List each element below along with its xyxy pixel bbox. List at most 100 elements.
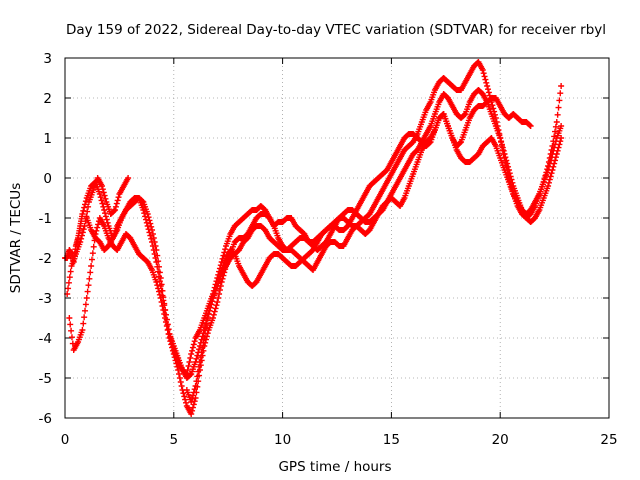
y-tick-label: -1 bbox=[39, 211, 52, 227]
data-point bbox=[143, 219, 150, 226]
data-point bbox=[186, 359, 193, 365]
data-point bbox=[82, 218, 89, 225]
y-tick-label: -4 bbox=[39, 331, 52, 347]
data-point bbox=[188, 399, 195, 405]
data-point bbox=[479, 67, 486, 73]
data-point bbox=[204, 315, 211, 322]
data-point bbox=[461, 111, 468, 118]
data-point bbox=[68, 334, 75, 341]
data-point bbox=[85, 203, 92, 210]
data-point bbox=[154, 282, 161, 289]
data-point bbox=[497, 135, 504, 141]
data-point bbox=[216, 276, 223, 283]
data-point bbox=[504, 160, 511, 167]
data-point bbox=[89, 250, 96, 257]
data-point bbox=[144, 223, 151, 229]
data-point bbox=[214, 299, 221, 305]
data-point bbox=[102, 210, 109, 217]
data-point bbox=[187, 371, 194, 378]
data-point bbox=[147, 232, 154, 239]
data-point bbox=[181, 393, 188, 400]
data-point bbox=[485, 86, 492, 93]
data-point bbox=[189, 395, 196, 402]
data-point bbox=[549, 151, 556, 157]
data-point bbox=[552, 141, 559, 148]
data-point bbox=[554, 111, 561, 118]
data-point bbox=[81, 314, 88, 321]
data-point bbox=[176, 371, 183, 377]
data-point bbox=[162, 311, 169, 318]
data-point bbox=[498, 138, 505, 145]
data-point bbox=[558, 83, 565, 89]
data-point bbox=[88, 256, 95, 263]
data-point bbox=[84, 208, 91, 215]
data-point bbox=[545, 179, 552, 186]
data-point bbox=[489, 102, 496, 109]
data-point bbox=[505, 163, 512, 170]
data-point bbox=[98, 183, 105, 189]
data-point bbox=[188, 351, 195, 357]
data-point bbox=[192, 383, 199, 389]
data-point bbox=[189, 407, 196, 414]
data-point bbox=[86, 275, 93, 282]
data-point bbox=[498, 141, 505, 148]
data-point bbox=[558, 123, 565, 129]
data-point bbox=[545, 163, 552, 170]
axis-ticks bbox=[64, 57, 610, 419]
data-point bbox=[168, 337, 175, 344]
data-point bbox=[202, 330, 209, 337]
data-point bbox=[178, 383, 185, 389]
data-point bbox=[83, 213, 90, 220]
data-point bbox=[79, 229, 86, 236]
data-point bbox=[205, 311, 212, 317]
data-point bbox=[162, 307, 169, 313]
data-point bbox=[149, 239, 156, 245]
y-tick-label: 2 bbox=[43, 91, 52, 107]
data-point bbox=[187, 355, 194, 361]
data-point bbox=[113, 200, 120, 207]
data-point bbox=[196, 359, 203, 365]
data-point bbox=[547, 173, 554, 180]
data-point bbox=[203, 325, 210, 332]
data-point bbox=[214, 283, 221, 289]
data-point bbox=[67, 268, 74, 275]
data-point bbox=[217, 270, 224, 277]
data-series bbox=[62, 59, 565, 417]
data-point bbox=[185, 363, 192, 369]
data-point bbox=[545, 183, 552, 189]
data-point bbox=[197, 354, 204, 361]
data-point bbox=[222, 246, 229, 253]
data-point bbox=[527, 123, 534, 129]
data-point bbox=[151, 251, 158, 257]
data-point bbox=[99, 186, 106, 193]
data-point bbox=[556, 97, 563, 104]
data-point bbox=[209, 315, 216, 321]
data-point bbox=[230, 250, 237, 257]
data-point bbox=[111, 207, 118, 214]
data-point bbox=[216, 287, 223, 293]
data-point bbox=[164, 327, 171, 333]
y-tick-label: -3 bbox=[39, 291, 52, 307]
data-point bbox=[552, 123, 559, 130]
data-point bbox=[483, 79, 490, 86]
y-tick-label: 0 bbox=[43, 171, 52, 187]
data-point bbox=[207, 304, 214, 311]
data-point bbox=[150, 247, 157, 253]
data-point bbox=[552, 128, 559, 135]
data-point bbox=[545, 167, 552, 173]
x-tick-label: 5 bbox=[170, 432, 179, 448]
data-point bbox=[161, 302, 168, 309]
data-point bbox=[194, 373, 201, 380]
data-point bbox=[102, 195, 109, 202]
data-point bbox=[101, 207, 108, 213]
x-tick-label: 10 bbox=[274, 432, 291, 448]
data-point bbox=[112, 207, 119, 213]
x-tick-label: 0 bbox=[61, 432, 70, 448]
data-point bbox=[154, 263, 161, 270]
data-point bbox=[503, 157, 510, 164]
data-point bbox=[82, 307, 89, 314]
data-point bbox=[99, 200, 106, 207]
y-axis-label: SDTVAR / TECUs bbox=[8, 183, 24, 293]
data-point bbox=[156, 273, 163, 280]
data-point bbox=[95, 221, 102, 228]
